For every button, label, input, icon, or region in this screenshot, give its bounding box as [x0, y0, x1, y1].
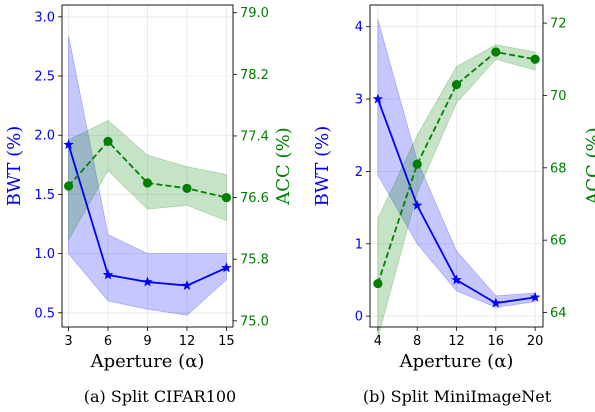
x-tick-label: 12 — [448, 334, 465, 349]
y-right-tick-label: 79.0 — [240, 6, 269, 21]
y-left-axis-label: BWT (%) — [4, 126, 25, 207]
acc-point — [221, 192, 232, 203]
x-tick-label: 15 — [218, 334, 235, 349]
chart-caption: (b) Split MiniImageNet — [363, 387, 552, 406]
y-left-tick-label: 2.5 — [34, 70, 55, 85]
x-tick-label: 8 — [413, 334, 421, 349]
y-left-tick-label: 0 — [355, 310, 363, 325]
bwt-point — [63, 139, 74, 150]
acc-band — [377, 44, 536, 338]
x-tick-label: 3 — [64, 334, 72, 349]
y-right-tick-label: 76.6 — [240, 191, 269, 206]
y-right-tick-label: 66 — [550, 234, 567, 249]
x-axis-label: Aperture (α) — [90, 351, 205, 372]
y-right-axis-label: ACC (%) — [273, 127, 294, 205]
y-left-tick-label: 3 — [355, 93, 363, 108]
acc-point — [103, 136, 113, 146]
y-right-tick-label: 75.0 — [240, 314, 269, 329]
bwt-point — [372, 93, 384, 104]
y-right-tick-label: 70 — [550, 89, 567, 104]
acc-point — [142, 178, 153, 188]
bwt-band — [68, 35, 227, 316]
x-axis-label: Aperture (α) — [399, 351, 514, 372]
y-left-tick-label: 2.0 — [34, 129, 55, 144]
y-left-tick-label: 1.0 — [34, 247, 55, 262]
y-left-tick-label: 3.0 — [34, 10, 55, 25]
y-left-axis-label: BWT (%) — [312, 126, 333, 207]
y-right-tick-label: 68 — [550, 161, 567, 176]
bwt-point — [181, 280, 193, 291]
acc-point — [412, 159, 422, 169]
y-right-tick-label: 72 — [550, 17, 567, 32]
acc-point — [491, 47, 501, 57]
y-right-tick-label: 64 — [550, 306, 567, 321]
acc-point — [451, 79, 462, 90]
acc-point — [373, 278, 383, 289]
y-right-axis-label: ACC (%) — [583, 127, 595, 205]
y-left-tick-label: 1.5 — [34, 188, 55, 203]
x-tick-label: 16 — [488, 334, 505, 349]
acc-point — [182, 183, 192, 193]
chart-caption: (a) Split CIFAR100 — [84, 387, 236, 406]
y-right-tick-label: 77.4 — [240, 129, 269, 144]
acc-line — [67, 140, 227, 199]
y-left-tick-label: 4 — [355, 20, 363, 35]
acc-line — [377, 51, 536, 284]
bwt-point — [529, 291, 541, 302]
y-left-tick-label: 2 — [355, 165, 363, 180]
bwt-point — [102, 269, 114, 280]
y-left-tick-label: 1 — [355, 237, 363, 252]
bwt-point — [221, 262, 232, 273]
bwt-band — [377, 19, 536, 308]
x-tick-label: 12 — [179, 334, 196, 349]
y-left-tick-label: 0.5 — [34, 306, 55, 321]
x-tick-label: 20 — [527, 334, 544, 349]
bwt-point — [451, 274, 462, 285]
y-right-tick-label: 78.2 — [240, 68, 269, 83]
chart-a: 3 6 9 12 15 0.5 1.0 1.5 2.0 2.5 3.0 75.0 75.8 76.6 77.… — [4, 4, 294, 406]
bwt-point — [142, 276, 153, 287]
y-right-tick-label: 75.8 — [240, 253, 269, 268]
x-tick-label: 9 — [143, 334, 151, 349]
x-tick-label: 6 — [104, 334, 112, 349]
bwt-point — [411, 199, 423, 210]
bwt-point — [490, 297, 502, 308]
acc-point — [63, 181, 74, 191]
x-tick-label: 4 — [374, 334, 382, 349]
acc-point — [530, 54, 540, 64]
